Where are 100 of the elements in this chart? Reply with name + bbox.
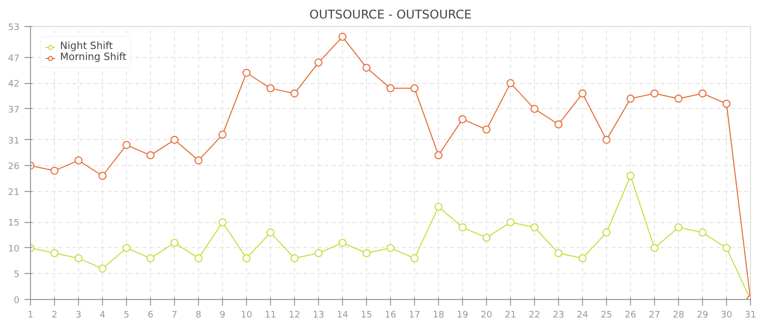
point: [458, 223, 466, 232]
legend-label: Morning Shift: [60, 52, 126, 63]
legend-label: Night Shift: [60, 41, 113, 52]
point: [674, 223, 682, 232]
point: [98, 264, 106, 273]
point: [722, 244, 730, 252]
point: [98, 172, 106, 180]
y-tick-label: 31: [8, 136, 20, 146]
point: [410, 84, 418, 92]
y-tick-label: 53: [8, 23, 20, 33]
point: [122, 140, 130, 149]
point: [506, 218, 514, 226]
y-tick-label: 37: [8, 105, 20, 116]
point: [386, 84, 394, 92]
x-tick-label: 7: [172, 310, 178, 320]
point: [650, 244, 658, 252]
x-tick-label: 15: [360, 310, 372, 320]
point: [266, 84, 274, 92]
point: [290, 89, 298, 98]
x-tick-label: 22: [528, 310, 540, 320]
point: [242, 68, 250, 77]
x-tick-label: 3: [76, 310, 82, 320]
point: [290, 254, 298, 262]
point: [650, 89, 658, 98]
y-tick-label: 47: [8, 54, 20, 64]
x-tick-label: 13: [312, 310, 324, 320]
x-tick-label: 30: [720, 310, 732, 320]
point: [554, 249, 562, 258]
x-tick-label: 5: [124, 310, 130, 320]
point: [554, 120, 562, 128]
x-tick-label: 1: [28, 310, 34, 320]
x-tick-label: 25: [600, 310, 612, 320]
point: [218, 130, 226, 139]
point: [674, 94, 682, 103]
x-tick-label: 26: [624, 310, 636, 320]
point: [50, 166, 58, 175]
point: [626, 172, 634, 180]
x-tick-label: 8: [196, 310, 202, 320]
point: [530, 104, 538, 113]
x-tick-label: 10: [240, 310, 252, 320]
y-tick-label: 15: [8, 218, 20, 229]
point: [146, 151, 154, 160]
point: [578, 254, 586, 262]
point: [602, 228, 610, 237]
point: [74, 156, 82, 164]
x-tick-label: 9: [220, 310, 226, 320]
x-tick-label: 27: [648, 310, 660, 320]
point: [338, 238, 346, 247]
point: [602, 136, 610, 144]
x-tick-label: 6: [148, 310, 154, 320]
point: [698, 89, 706, 98]
point: [386, 244, 394, 252]
point: [314, 249, 322, 258]
y-tick-label: 26: [8, 162, 20, 172]
y-tick-label: 21: [8, 188, 20, 198]
point: [506, 79, 514, 88]
point: [698, 228, 706, 237]
x-tick-label: 4: [100, 310, 106, 320]
point: [194, 156, 202, 164]
x-tick-label: 29: [696, 310, 708, 320]
x-tick-label: 24: [576, 310, 588, 320]
point: [122, 244, 130, 252]
point: [434, 151, 442, 160]
x-tick-label: 12: [288, 310, 300, 320]
point: [194, 254, 202, 262]
x-tick-label: 18: [432, 310, 444, 320]
point: [482, 126, 490, 134]
x-tick-label: 19: [456, 310, 468, 320]
point: [314, 58, 322, 67]
point: [434, 202, 442, 211]
point: [170, 238, 178, 247]
x-tick-label: 16: [384, 310, 396, 320]
x-tick-label: 20: [480, 310, 492, 320]
point: [362, 249, 370, 258]
chart-title: OUTSOURCE - OUTSOURCE: [309, 8, 472, 22]
point: [242, 254, 250, 262]
point: [482, 234, 490, 242]
point: [458, 115, 466, 124]
x-tick-label: 28: [672, 310, 684, 320]
point: [50, 249, 58, 258]
point: [218, 218, 226, 226]
x-tick-label: 31: [744, 310, 756, 320]
y-tick-label: 5: [14, 270, 20, 280]
x-tick-label: 11: [264, 310, 276, 320]
y-tick-label: 10: [8, 244, 20, 254]
x-tick-label: 14: [336, 310, 348, 320]
point: [626, 94, 634, 103]
y-tick-label: 42: [8, 80, 20, 90]
point: [146, 254, 154, 262]
x-tick-label: 2: [52, 310, 58, 320]
point: [578, 89, 586, 98]
point: [530, 223, 538, 232]
point: [410, 254, 418, 262]
x-tick-label: 21: [504, 310, 516, 320]
x-tick-label: 17: [408, 310, 420, 320]
point: [170, 136, 178, 144]
point: [74, 254, 82, 262]
point: [338, 32, 346, 41]
y-tick-label: 0: [14, 296, 20, 306]
point: [362, 64, 370, 72]
